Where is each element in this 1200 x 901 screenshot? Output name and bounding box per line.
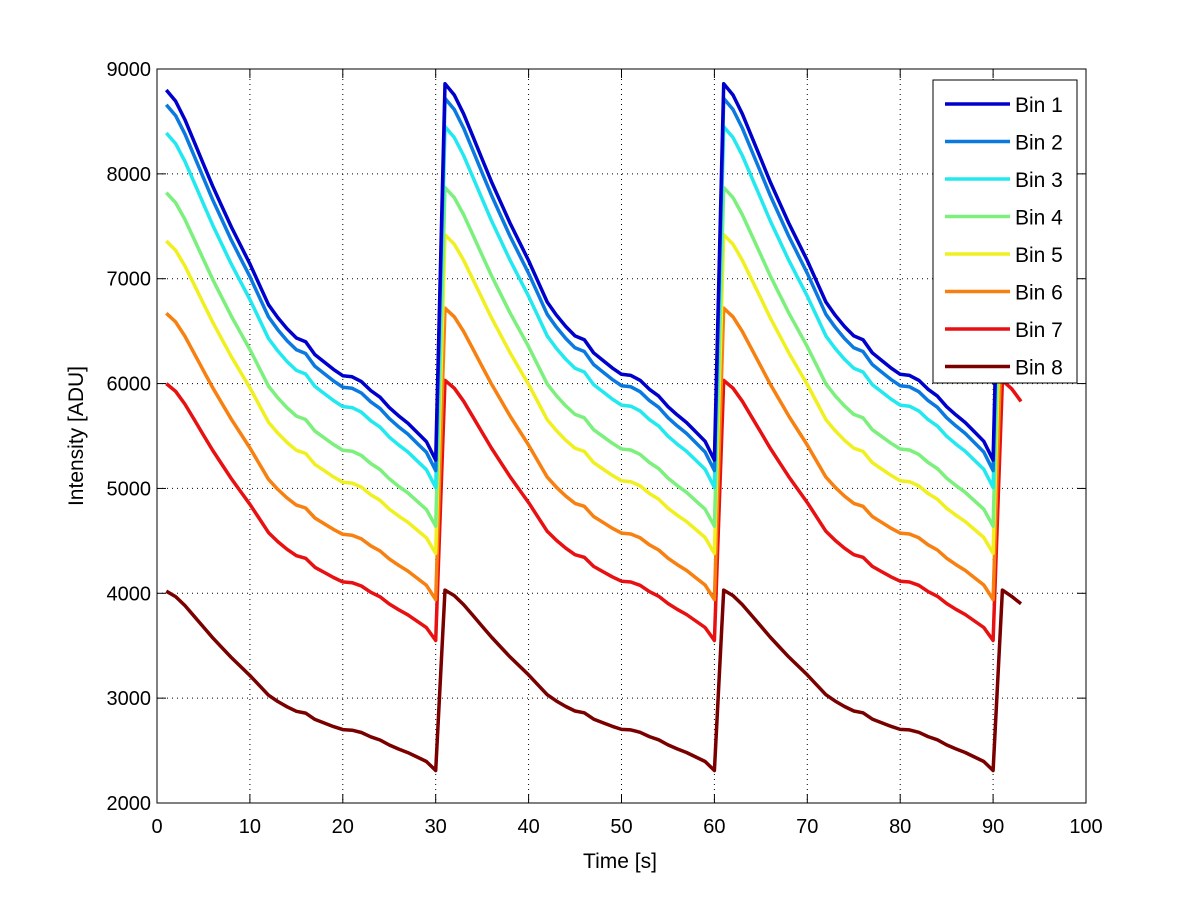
legend-item: Bin 6 <box>945 282 1063 305</box>
x-tick-label: 100 <box>1069 816 1102 838</box>
series-line-bin-3 <box>164 124 1023 490</box>
y-tick-label: 8000 <box>107 164 152 186</box>
legend-item: Bin 7 <box>945 319 1063 342</box>
legend-item: Bin 3 <box>945 169 1063 192</box>
series-line-bin-4 <box>165 185 1023 528</box>
series-line-bin-2 <box>164 96 1023 473</box>
y-axis-label: Intensity [ADU] <box>65 366 88 506</box>
y-tick-label: 7000 <box>107 269 152 291</box>
x-tick-label: 40 <box>517 816 539 838</box>
x-tick-label: 90 <box>982 816 1004 838</box>
y-tick-label: 3000 <box>107 688 152 710</box>
legend-item: Bin 5 <box>945 244 1063 267</box>
legend-label: Bin 3 <box>1015 169 1063 192</box>
y-tick-label: 9000 <box>107 59 152 81</box>
y-tick-label: 5000 <box>107 478 152 500</box>
legend-item: Bin 2 <box>945 132 1063 155</box>
series-line-bin-5 <box>165 232 1023 556</box>
data-lines <box>164 81 1023 773</box>
legend-label: Bin 2 <box>1015 132 1063 155</box>
x-tick-label: 60 <box>703 816 725 838</box>
series-line-bin-1 <box>164 81 1023 462</box>
legend-label: Bin 1 <box>1015 94 1063 117</box>
x-tick-label: 10 <box>239 816 261 838</box>
series-line-bin-7 <box>165 378 1023 643</box>
legend: Bin 1 Bin 2 Bin 3 Bin 4 Bin 5 Bin 6 Bin 7 Bin 8 <box>932 79 1078 384</box>
y-tick-label: 4000 <box>107 583 152 605</box>
x-tick-label: 20 <box>332 816 354 838</box>
axis-ticks <box>156 68 1087 804</box>
y-tick-label: 2000 <box>107 793 152 815</box>
x-tick-label: 70 <box>796 816 818 838</box>
legend-label: Bin 6 <box>1015 282 1063 305</box>
legend-label: Bin 5 <box>1015 244 1063 267</box>
y-tick-label: 6000 <box>107 374 152 396</box>
legend-label: Bin 8 <box>1015 357 1063 380</box>
legend-label: Bin 7 <box>1015 319 1063 342</box>
y-tick-labels: 2000 3000 4000 5000 6000 7000 8000 9000 <box>107 59 152 815</box>
x-tick-label: 30 <box>425 816 447 838</box>
x-tick-label: 0 <box>151 816 162 838</box>
legend-label: Bin 4 <box>1015 207 1063 230</box>
plot-area <box>157 69 1086 803</box>
legend-item: Bin 8 <box>945 357 1063 380</box>
legend-item: Bin 1 <box>945 94 1063 117</box>
legend-item: Bin 4 <box>945 207 1063 230</box>
legend-box <box>932 79 1078 384</box>
x-axis-label: Time [s] <box>583 850 657 873</box>
x-tick-label: 50 <box>610 816 632 838</box>
x-tick-label: 80 <box>889 816 911 838</box>
series-line-bin-6 <box>165 306 1023 602</box>
x-tick-labels: 0 10 20 30 40 50 60 70 80 90 100 <box>151 816 1102 838</box>
series-line-bin-8 <box>165 588 1023 773</box>
